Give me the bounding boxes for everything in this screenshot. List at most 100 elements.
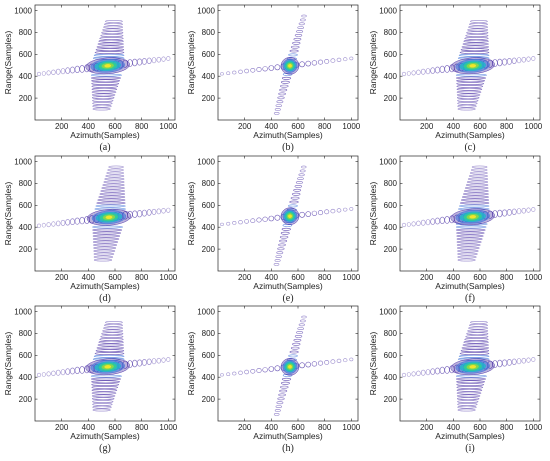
x-tick-label: 1000: [524, 423, 542, 432]
x-tick-label: 200: [238, 423, 252, 432]
range-sidelobe: [288, 53, 298, 57]
range-sidelobe: [91, 90, 117, 94]
range-sidelobe: [92, 107, 111, 111]
plot-area: [402, 320, 536, 412]
range-sidelobe: [456, 234, 484, 238]
azimuth-sidelobe: [402, 222, 406, 228]
range-sidelobe: [293, 188, 302, 192]
range-sidelobe: [456, 85, 484, 88]
axes-frame: [34, 305, 176, 422]
range-sidelobe: [467, 177, 489, 181]
x-tick-label: 200: [55, 273, 69, 282]
azimuth-sidelobe: [166, 357, 171, 362]
azimuth-sidelobe: [444, 366, 450, 374]
azimuth-sidelobe: [55, 369, 61, 376]
y-tick-label: 200: [19, 395, 33, 404]
azimuth-sidelobe: [402, 372, 406, 378]
range-sidelobe: [105, 19, 123, 23]
x-tick-label: 1000: [524, 273, 542, 282]
azimuth-sidelobe: [420, 219, 426, 226]
range-sidelobe: [463, 340, 489, 344]
range-sidelobe: [459, 201, 490, 205]
azimuth-sidelobe: [46, 371, 51, 377]
range-sidelobe: [455, 73, 487, 77]
range-sidelobe: [468, 174, 488, 178]
range-sidelobe: [464, 37, 489, 40]
range-sidelobe: [94, 207, 126, 211]
azimuth-sidelobe: [511, 208, 517, 216]
range-sidelobe: [277, 247, 285, 251]
azimuth-sidelobe: [268, 215, 275, 222]
azimuth-sidelobe: [349, 56, 354, 61]
azimuth-sidelobe: [274, 365, 281, 372]
range-sidelobe: [278, 393, 286, 397]
x-axis-label: Azimuth(Samples): [70, 431, 140, 441]
range-sidelobe: [92, 104, 112, 108]
y-axis-label: Range(Samples): [3, 331, 13, 395]
x-tick-label: 200: [238, 273, 252, 282]
range-sidelobe: [100, 189, 125, 193]
range-sidelobe: [92, 234, 121, 238]
x-axis-label: Azimuth(Samples): [70, 130, 140, 140]
range-sidelobe: [299, 18, 306, 22]
x-tick-label: 200: [55, 122, 69, 131]
azimuth-sidelobe: [411, 371, 416, 377]
range-sidelobe: [280, 80, 290, 84]
x-tick-label: 200: [55, 423, 69, 432]
azimuth-sidelobe: [274, 64, 281, 71]
azimuth-sidelobe: [526, 56, 531, 62]
range-sidelobe: [457, 107, 476, 111]
range-sidelobe: [467, 28, 489, 32]
main-lobe-contour: [104, 64, 112, 68]
x-axis-label: Azimuth(Samples): [253, 130, 323, 140]
range-sidelobe: [100, 34, 124, 38]
range-sidelobe: [455, 225, 487, 229]
azimuth-sidelobe: [156, 208, 162, 215]
azimuth-sidelobe: [41, 372, 46, 377]
range-sidelobe: [469, 323, 488, 327]
range-sidelobe: [461, 45, 489, 49]
azimuth-sidelobe: [268, 366, 275, 372]
range-sidelobe: [279, 88, 288, 92]
range-sidelobe: [91, 85, 119, 88]
x-tick-label: 400: [265, 122, 279, 131]
range-sidelobe: [101, 332, 124, 336]
azimuth-sidelobe: [430, 67, 436, 74]
azimuth-sidelobe: [434, 66, 440, 74]
azimuth-sidelobe: [420, 369, 426, 376]
panel-caption: (g): [99, 443, 111, 454]
azimuth-sidelobe: [349, 207, 354, 211]
y-tick-label: 200: [384, 395, 398, 404]
range-sidelobe: [102, 329, 124, 333]
panel-g: 200 400 600 800 1000 200 400 600 800 1000 Azimuth(…: [3, 305, 178, 454]
range-sidelobe: [294, 184, 302, 188]
panel-caption: (f): [465, 293, 475, 304]
range-sidelobe: [290, 45, 300, 49]
range-sidelobe: [104, 177, 125, 181]
azimuth-sidelobe: [60, 68, 66, 75]
azimuth-sidelobe: [132, 210, 138, 218]
range-sidelobe: [101, 31, 124, 35]
range-sidelobe: [92, 228, 123, 232]
range-sidelobe: [457, 397, 480, 401]
x-tick-label: 400: [447, 423, 461, 432]
azimuth-sidelobe: [521, 56, 526, 63]
range-sidelobe: [93, 255, 114, 259]
azimuth-sidelobe: [299, 211, 305, 218]
azimuth-sidelobe: [406, 222, 411, 227]
y-axis-label: Range(Samples): [3, 30, 13, 94]
range-sidelobe: [457, 400, 479, 404]
azimuth-sidelobe: [262, 367, 268, 373]
range-sidelobe: [275, 104, 282, 108]
x-tick-label: 800: [318, 122, 332, 131]
range-sidelobe: [103, 326, 124, 330]
range-sidelobe: [104, 22, 123, 26]
range-sidelobe: [293, 338, 302, 342]
x-tick-label: 1000: [342, 273, 360, 282]
axes-frame: [399, 305, 541, 422]
range-sidelobe: [91, 391, 117, 395]
range-sidelobe: [464, 186, 489, 190]
azimuth-sidelobe: [60, 369, 66, 376]
azimuth-sidelobe: [439, 216, 445, 224]
plot-area: [37, 320, 171, 412]
